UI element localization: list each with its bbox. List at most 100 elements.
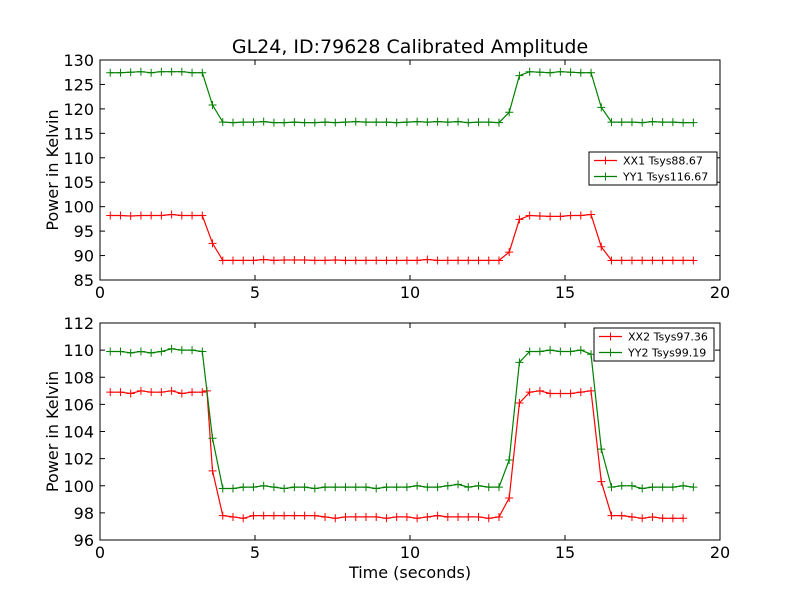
series-line-0-1	[110, 71, 694, 124]
data-point-1-0-25	[351, 512, 360, 521]
data-point-1-1-20	[310, 484, 319, 493]
data-point-1-1-42	[535, 347, 544, 356]
series-line-1-1	[110, 348, 694, 490]
legend-entry-0-1: YY1 Tsys116.67	[622, 171, 708, 184]
data-point-1-1-8	[188, 346, 197, 355]
data-point-0-0-4	[147, 211, 156, 220]
x-tick-label-0-3: 15	[555, 283, 575, 302]
data-point-1-0-32	[423, 512, 432, 521]
data-point-1-0-36	[464, 512, 473, 521]
data-point-0-0-27	[382, 256, 391, 265]
y-tick-label-0-0: 85	[74, 271, 94, 290]
data-point-1-0-35	[454, 512, 463, 521]
data-point-0-0-23	[341, 256, 350, 265]
y-tick-label-0-7: 120	[63, 100, 94, 119]
data-point-1-1-23	[341, 483, 350, 492]
data-point-0-1-5	[157, 67, 166, 76]
y-tick-label-0-1: 90	[74, 247, 94, 266]
data-point-0-0-31	[423, 255, 432, 264]
data-point-1-0-5	[157, 388, 166, 397]
data-point-0-0-20	[310, 256, 319, 265]
data-point-0-0-54	[658, 256, 667, 265]
data-point-1-1-0	[106, 347, 115, 356]
data-point-1-0-0	[106, 388, 115, 397]
y-tick-label-1-5: 106	[63, 395, 94, 414]
data-point-1-1-32	[433, 483, 442, 492]
data-point-0-1-16	[269, 118, 278, 127]
y-tick-label-1-6: 108	[63, 368, 94, 387]
data-point-0-1-53	[648, 117, 657, 126]
data-point-1-0-54	[648, 512, 657, 521]
y-tick-label-1-4: 104	[63, 423, 94, 442]
data-point-1-0-39	[494, 512, 503, 521]
data-point-0-0-16	[269, 256, 278, 265]
data-point-1-0-46	[566, 389, 575, 398]
legend-0: XX1 Tsys88.67 YY1 Tsys116.67	[588, 151, 718, 186]
data-point-1-1-6	[167, 344, 176, 353]
series-line-1-0	[110, 390, 684, 519]
data-point-1-1-51	[627, 481, 636, 490]
data-point-0-0-53	[648, 256, 657, 265]
data-point-1-0-55	[658, 514, 667, 523]
x-tick-label-1-1: 5	[250, 543, 260, 562]
data-point-1-0-21	[310, 511, 319, 520]
data-point-0-0-51	[627, 256, 636, 265]
x-tick-label-0-4: 20	[710, 283, 730, 302]
data-point-0-0-37	[484, 256, 493, 265]
data-point-1-0-19	[290, 511, 299, 520]
data-point-1-0-50	[607, 511, 616, 520]
data-point-0-1-9	[198, 68, 207, 77]
data-point-1-0-49	[597, 477, 606, 486]
data-point-1-1-13	[239, 483, 248, 492]
data-point-0-1-40	[515, 71, 524, 80]
data-point-1-0-43	[535, 386, 544, 395]
data-point-1-0-6	[167, 386, 176, 395]
data-point-1-0-52	[627, 512, 636, 521]
data-point-1-1-22	[331, 483, 340, 492]
data-point-1-1-48	[597, 445, 606, 454]
data-point-1-1-52	[638, 484, 647, 493]
y-tick-label-1-3: 102	[63, 450, 94, 469]
x-tick-label-1-0: 0	[95, 543, 105, 562]
data-point-0-1-35	[464, 118, 473, 127]
data-point-1-0-8	[188, 388, 197, 397]
data-point-0-1-51	[627, 118, 636, 127]
legend-1: XX2 Tsys97.36 YY2 Tsys99.19	[593, 327, 715, 362]
data-point-1-0-57	[679, 514, 688, 523]
y-tick-label-0-4: 105	[63, 173, 94, 192]
data-point-1-1-30	[413, 481, 422, 490]
data-point-1-0-12	[218, 511, 227, 520]
data-point-1-0-26	[361, 512, 370, 521]
data-point-0-0-14	[249, 256, 258, 265]
data-point-1-0-45	[556, 389, 565, 398]
data-point-1-0-30	[402, 512, 411, 521]
y-tick-label-0-5: 110	[63, 149, 94, 168]
bottom-panel: 0 5 10 15 20 96 98 100 102 104 106 108 110 112 Power i…	[43, 314, 730, 562]
data-point-1-0-22	[321, 512, 330, 521]
data-point-1-0-44	[546, 389, 555, 398]
legend-entry-1-0: XX2 Tsys97.36	[628, 331, 708, 344]
data-point-0-0-34	[454, 256, 463, 265]
data-point-0-1-37	[484, 118, 493, 127]
data-point-0-1-34	[454, 117, 463, 126]
y-tick-label-0-6: 115	[63, 124, 94, 143]
data-point-1-1-54	[658, 483, 667, 492]
data-point-0-1-42	[535, 68, 544, 77]
data-point-1-1-45	[566, 347, 575, 356]
data-point-0-0-21	[321, 256, 330, 265]
data-point-1-0-33	[433, 511, 442, 520]
x-axis-label: Time (seconds)	[348, 563, 471, 582]
data-point-1-0-27	[372, 512, 381, 521]
data-point-0-1-50	[617, 118, 626, 127]
data-point-0-1-24	[351, 117, 360, 126]
data-point-0-1-27	[382, 118, 391, 127]
data-point-1-1-17	[280, 484, 289, 493]
data-point-1-1-53	[648, 483, 657, 492]
data-point-0-1-39	[505, 108, 514, 117]
data-point-0-0-45	[566, 211, 575, 220]
y-tick-label-1-7: 110	[63, 341, 94, 360]
data-point-1-0-15	[249, 511, 258, 520]
data-point-0-1-13	[239, 118, 248, 127]
legend-entry-1-1: YY2 Tsys99.19	[627, 347, 706, 360]
data-point-1-1-3	[136, 347, 145, 356]
